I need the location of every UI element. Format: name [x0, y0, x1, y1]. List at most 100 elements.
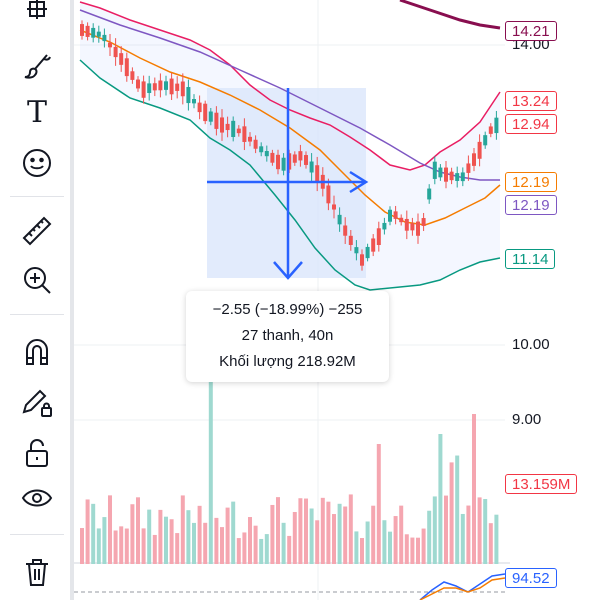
- unlock-icon: [26, 439, 48, 467]
- candle-body: [337, 214, 342, 225]
- candle-body: [488, 126, 493, 134]
- volume-bar: [460, 513, 465, 564]
- candle-body: [242, 126, 247, 142]
- volume-bar: [236, 538, 241, 564]
- volume-bar: [410, 537, 415, 564]
- ruler-tool[interactable]: [14, 211, 60, 251]
- bollinger-upper-line: [79, 1, 501, 171]
- measure-volume: Khối lượng 218.92M: [219, 353, 356, 370]
- brush-tool[interactable]: [14, 46, 60, 86]
- delete-tool[interactable]: [14, 552, 60, 592]
- candle-body: [444, 167, 448, 182]
- candle-body: [376, 228, 381, 245]
- candle-body: [410, 223, 415, 231]
- volume-bar: [158, 509, 163, 564]
- oscillator-signal-line: [419, 577, 506, 600]
- volume-bars: [80, 359, 499, 564]
- candle-body: [343, 225, 348, 236]
- hide-tool[interactable]: [14, 478, 60, 518]
- candle-body: [348, 235, 353, 245]
- volume-bar: [220, 527, 224, 564]
- candle-body: [477, 141, 482, 159]
- candle-body: [248, 136, 252, 142]
- volume-bar: [382, 520, 387, 564]
- candle-body: [292, 154, 297, 163]
- crosshair-icon: [27, 0, 47, 19]
- volume-bar: [309, 508, 314, 564]
- zoom-in-icon: [24, 267, 51, 294]
- oscillator-line: [419, 573, 506, 600]
- candle-body: [304, 155, 308, 165]
- pencil-lock-icon: [22, 389, 52, 417]
- volume-bar: [147, 509, 152, 564]
- volume-bar: [315, 520, 320, 564]
- ma-200-price-badge: 14.21: [505, 21, 557, 41]
- candle-body: [119, 53, 124, 65]
- volume-bar: [304, 498, 308, 564]
- last-price-badge: 12.94: [505, 114, 557, 134]
- candle-body: [360, 254, 364, 266]
- candle-body: [326, 185, 331, 204]
- candle-body: [113, 46, 118, 58]
- volume-bar: [393, 516, 398, 564]
- candle-body: [91, 27, 96, 38]
- volume-bar: [354, 531, 359, 564]
- volume-bar: [91, 503, 96, 564]
- lock-drawing-tool[interactable]: [14, 383, 60, 423]
- volume-bar: [197, 505, 202, 564]
- candles: [80, 20, 499, 271]
- volume-bar: [320, 497, 325, 564]
- volume-bar: [175, 533, 180, 564]
- candle-body: [236, 128, 241, 134]
- candle-body: [455, 173, 460, 181]
- ruler-icon: [22, 216, 52, 246]
- volume-bar: [494, 514, 499, 564]
- volume-bar: [270, 504, 275, 564]
- volume-bar: [404, 534, 409, 564]
- volume-bar: [180, 495, 185, 564]
- unlock-tool[interactable]: [14, 433, 60, 473]
- zoom-tool[interactable]: [14, 260, 60, 300]
- volume-badge: 13.159M: [505, 474, 578, 494]
- candle-body: [85, 25, 90, 37]
- candle-body: [466, 163, 471, 173]
- volume-bar: [259, 538, 264, 564]
- volume-bar: [483, 499, 488, 564]
- text-tool[interactable]: T: [14, 92, 60, 132]
- measure-arrows: [207, 88, 369, 280]
- candle-body: [382, 222, 387, 230]
- volume-bar: [281, 522, 286, 564]
- candle-body: [225, 123, 230, 131]
- toolbar-divider: [10, 196, 64, 197]
- ma-orange-badge: 12.19: [505, 172, 557, 192]
- candle-body: [416, 221, 420, 236]
- volume-bar: [248, 517, 252, 564]
- ma-purple-badge: 12.19: [505, 195, 557, 215]
- volume-bar: [432, 496, 437, 564]
- candle-body: [438, 167, 443, 178]
- candle-body: [231, 120, 236, 138]
- crosshair-tool[interactable]: [14, 0, 60, 34]
- volume-bar: [455, 455, 460, 564]
- candle-body: [432, 161, 437, 179]
- volume-bar: [360, 538, 364, 564]
- candle-body: [164, 81, 168, 90]
- magnet-tool[interactable]: [14, 331, 60, 371]
- volume-bar: [298, 498, 303, 564]
- candle-body: [203, 103, 208, 122]
- eye-icon: [21, 489, 53, 507]
- candle-body: [264, 150, 269, 157]
- candle-body: [427, 188, 432, 200]
- volume-bar: [488, 523, 493, 564]
- measure-bars: 27 thanh, 40n: [241, 327, 334, 344]
- volume-bar: [102, 517, 107, 564]
- ma-200-line: [399, 0, 501, 30]
- candle-body: [309, 161, 314, 173]
- emoji-tool[interactable]: [14, 143, 60, 183]
- chart-canvas[interactable]: [74, 0, 600, 600]
- volume-bar: [203, 522, 208, 564]
- price-chart[interactable]: 14.00 10.00 9.00 14.21 13.24 12.94 12.19…: [74, 0, 600, 600]
- candle-body: [180, 81, 185, 97]
- magnet-icon: [26, 339, 48, 365]
- volume-bar: [477, 497, 482, 564]
